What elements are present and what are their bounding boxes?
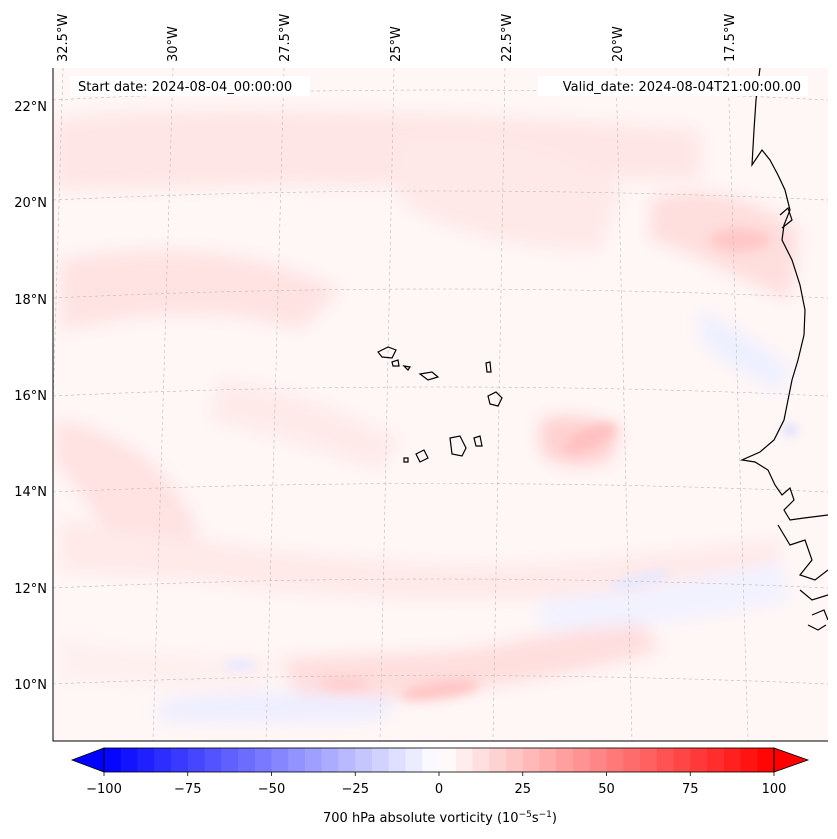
map-frame xyxy=(52,68,828,742)
start-date-label: Start date: 2024-08-04_00:00:00 xyxy=(78,80,292,95)
colorbar-segment xyxy=(556,748,574,772)
cbar-tick-m75: −75 xyxy=(174,782,201,797)
colorbar-segments xyxy=(104,748,775,772)
lat-label-12n: 12°N xyxy=(14,582,47,597)
colorbar-segment xyxy=(623,748,641,772)
colorbar-segment xyxy=(723,748,741,772)
lat-label-22n: 22°N xyxy=(14,100,47,115)
colorbar-segment xyxy=(455,748,473,772)
colorbar-segment xyxy=(539,748,557,772)
colorbar-segment xyxy=(707,748,725,772)
lat-label-16n: 16°N xyxy=(14,389,47,404)
colorbar-tick-labels: −100 −75 −50 −25 0 25 50 75 100 xyxy=(86,782,786,797)
colorbar-segment xyxy=(405,748,423,772)
lon-label-20w: 20°W xyxy=(611,26,626,62)
colorbar-label: 700 hPa absolute vorticity (10−5s−1) xyxy=(323,810,557,826)
colorbar-segment xyxy=(254,748,272,772)
lon-label-25w: 25°W xyxy=(389,26,404,62)
colorbar-segment xyxy=(120,748,138,772)
colorbar-segment xyxy=(422,748,440,772)
lon-label-27-5w: 27.5°W xyxy=(278,14,293,62)
lon-label-30w: 30°W xyxy=(166,26,181,62)
colorbar-segment xyxy=(221,748,239,772)
colorbar-min-extend xyxy=(70,747,105,773)
colorbar-segment xyxy=(238,748,256,772)
cbar-tick-50: 50 xyxy=(598,782,615,797)
cbar-tick-m25: −25 xyxy=(342,782,369,797)
latitude-labels: 22°N 20°N 18°N 16°N 14°N 12°N 10°N xyxy=(14,100,47,693)
colorbar-segment xyxy=(338,748,356,772)
valid-date-label: Valid_date: 2024-08-04T21:00:00.00 xyxy=(563,80,801,95)
map-panel: Start date: 2024-08-04_00:00:00 Valid_da… xyxy=(53,68,828,741)
cbar-tick-m100: −100 xyxy=(86,782,122,797)
colorbar-segment xyxy=(154,748,172,772)
cbar-tick-75: 75 xyxy=(682,782,699,797)
lat-label-18n: 18°N xyxy=(14,293,47,308)
colorbar-segment xyxy=(656,748,674,772)
colorbar-segment xyxy=(489,748,507,772)
colorbar-segment xyxy=(757,748,775,772)
colorbar-segment xyxy=(305,748,323,772)
colorbar-segment xyxy=(522,748,540,772)
valid-date-box xyxy=(538,76,808,96)
colorbar-segment xyxy=(137,748,155,772)
colorbar-ticks xyxy=(103,772,775,776)
colorbar-segment xyxy=(740,748,758,772)
colorbar-segment xyxy=(606,748,624,772)
colorbar-segment xyxy=(690,748,708,772)
colorbar-segment xyxy=(204,748,222,772)
colorbar-segment xyxy=(288,748,306,772)
lat-label-10n: 10°N xyxy=(14,678,47,693)
lon-label-32-5w: 32.5°W xyxy=(56,14,71,62)
colorbar-segment xyxy=(673,748,691,772)
lon-label-22-5w: 22.5°W xyxy=(500,14,515,62)
cbar-tick-100: 100 xyxy=(762,782,787,797)
colorbar-segment xyxy=(472,748,490,772)
coastline xyxy=(377,68,828,631)
colorbar-segment xyxy=(640,748,658,772)
colorbar-segment xyxy=(321,748,339,772)
lon-label-17-5w: 17.5°W xyxy=(723,14,738,62)
cbar-tick-m50: −50 xyxy=(258,782,285,797)
cbar-tick-25: 25 xyxy=(514,782,531,797)
start-date-box xyxy=(70,76,310,96)
cbar-tick-0: 0 xyxy=(435,782,443,797)
colorbar-segment xyxy=(355,748,373,772)
lat-label-20n: 20°N xyxy=(14,196,47,211)
longitude-labels: 32.5°W 30°W 27.5°W 25°W 22.5°W 20°W 17.5… xyxy=(56,14,738,62)
colorbar-segment xyxy=(271,748,289,772)
colorbar-segment xyxy=(372,748,390,772)
colorbar-segment xyxy=(506,748,524,772)
colorbar-max-extend xyxy=(773,747,810,773)
colorbar-segment xyxy=(104,748,122,772)
colorbar-segment xyxy=(589,748,607,772)
colorbar-segment xyxy=(573,748,591,772)
colorbar-segment xyxy=(388,748,406,772)
colorbar-segment xyxy=(187,748,205,772)
lat-label-14n: 14°N xyxy=(14,485,47,500)
colorbar-segment xyxy=(439,748,457,772)
colorbar-segment xyxy=(171,748,189,772)
colorbar: −100 −75 −50 −25 0 25 50 75 100 700 hPa … xyxy=(70,747,810,826)
